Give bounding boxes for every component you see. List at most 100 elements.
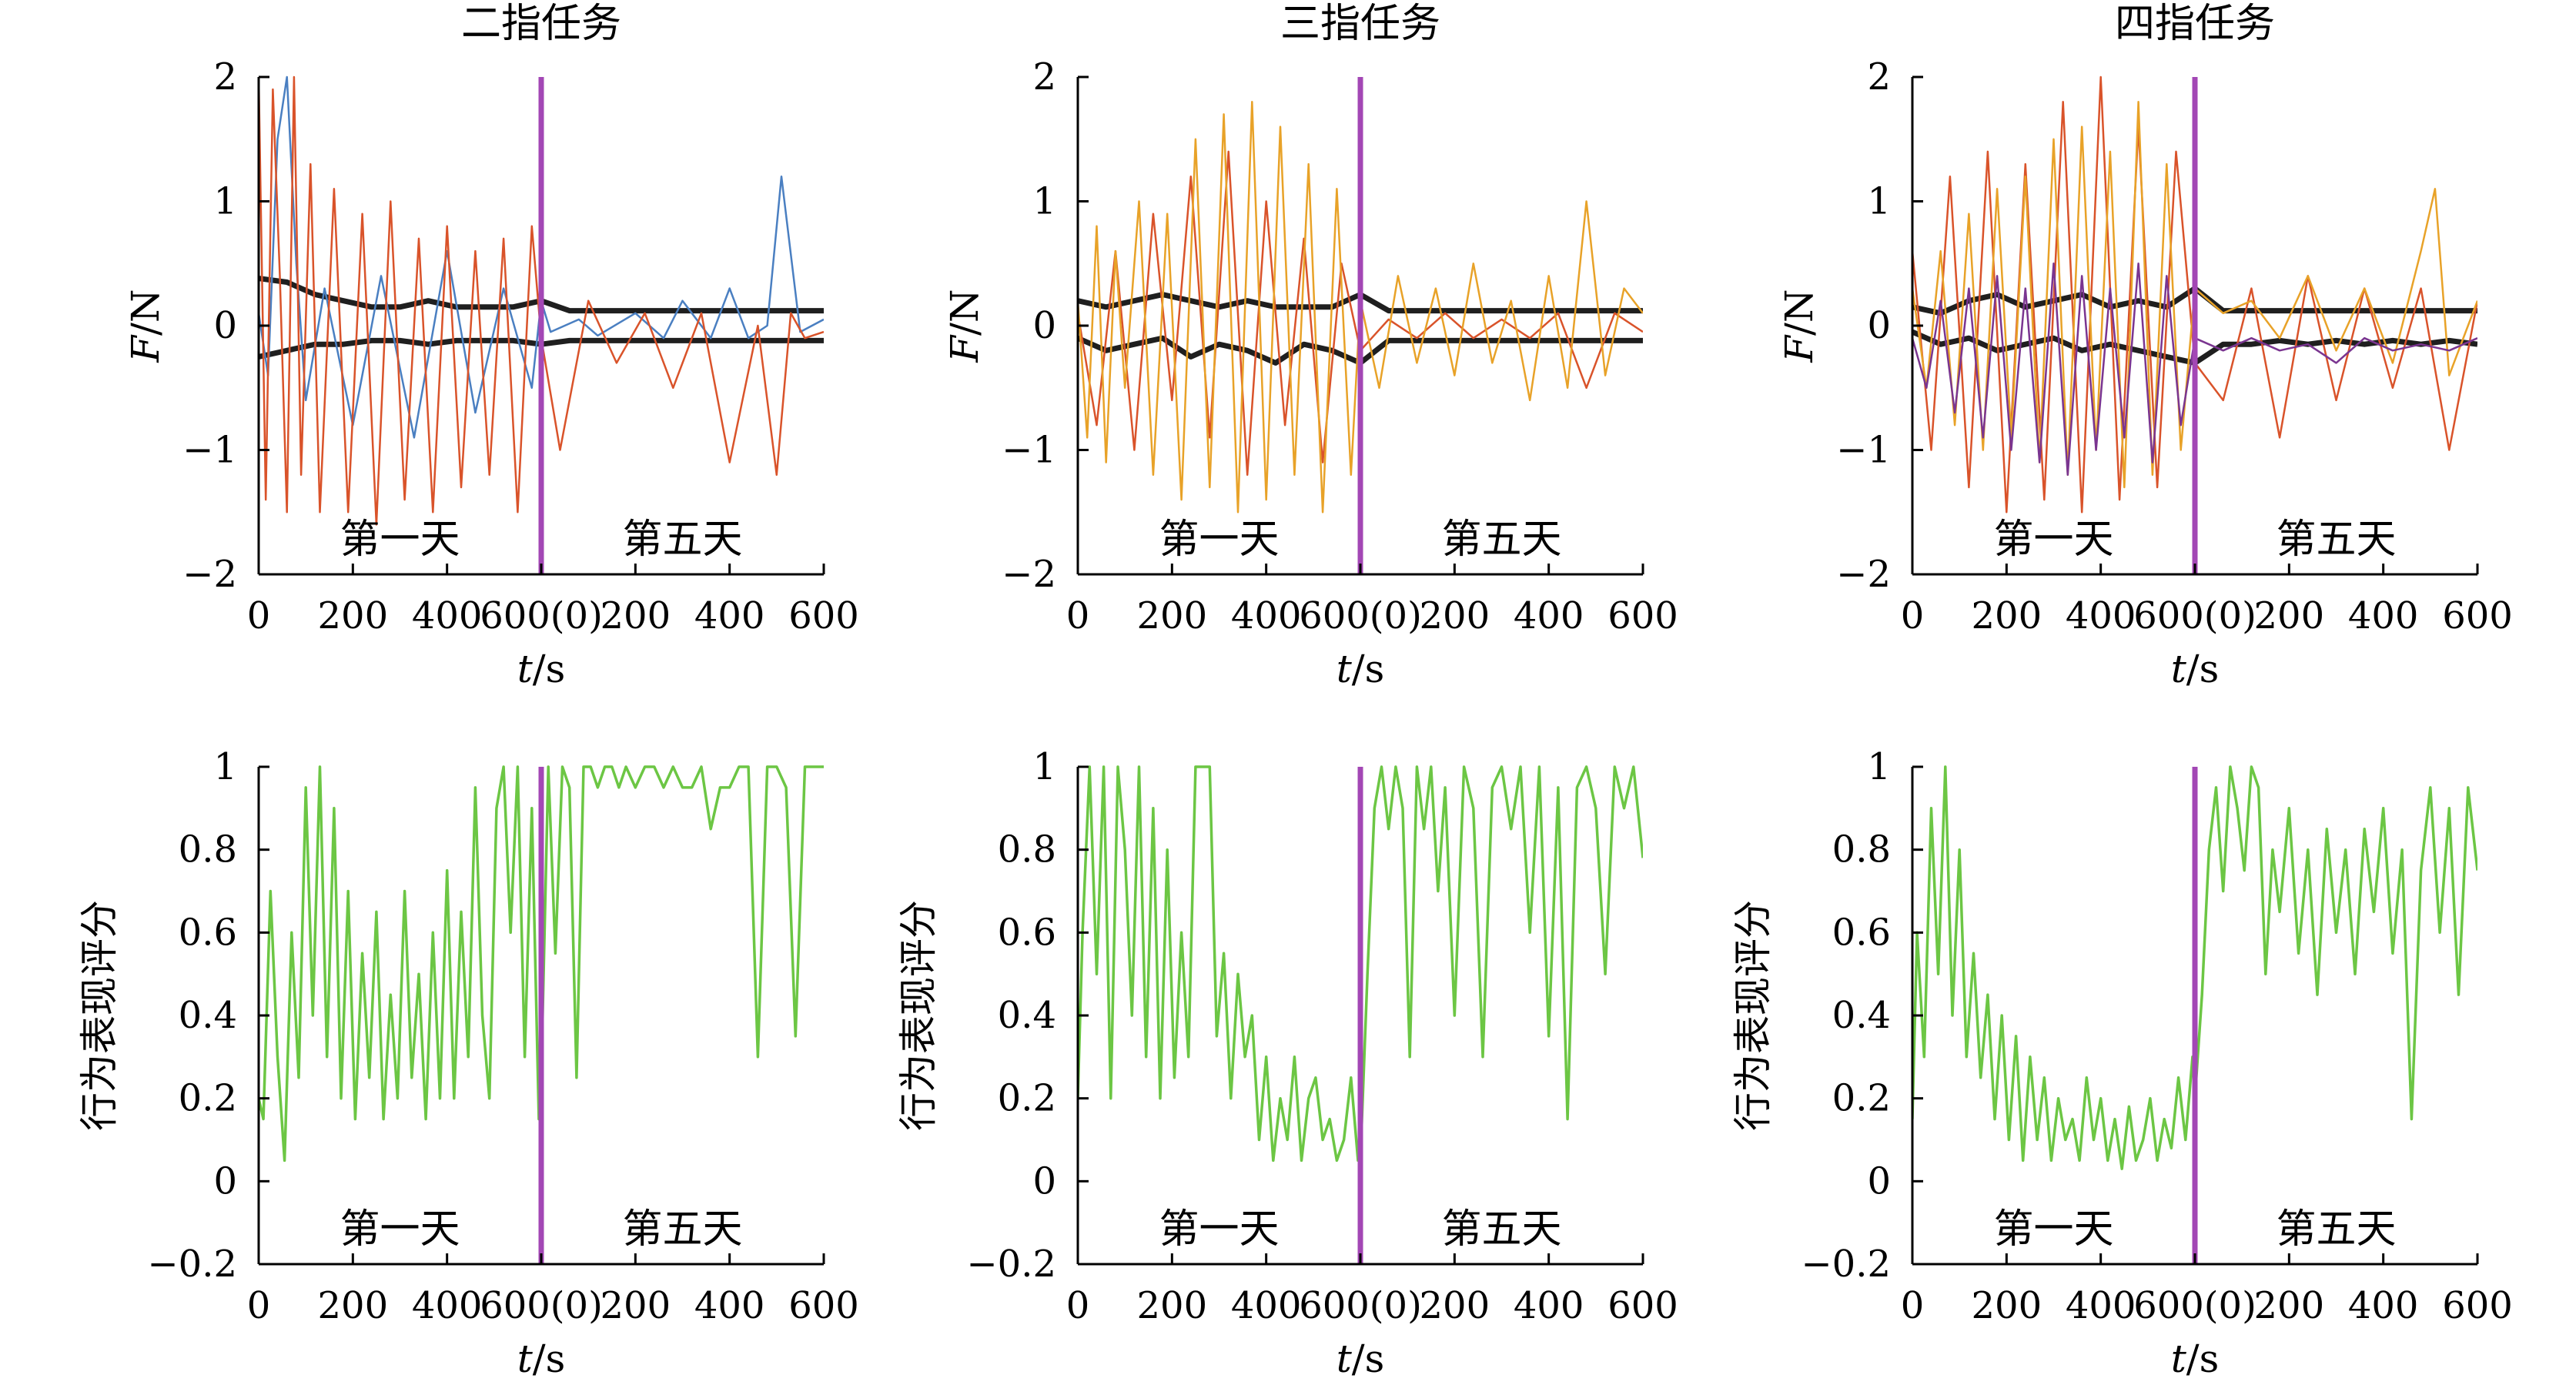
x-axis-title: t/s [517, 647, 566, 691]
traces [1078, 765, 1643, 1163]
x-tick-label: 600 [788, 1284, 859, 1327]
x-tick-label: 600 [1607, 1284, 1678, 1327]
x-axis-title: t/s [517, 1336, 566, 1381]
y-tick-label: 1 [1032, 180, 1056, 223]
series-line-5 [1912, 263, 2477, 477]
x-tick-label: 600(0) [480, 594, 603, 637]
y-tick-label: 1 [213, 745, 237, 788]
x-tick-label: 200 [1420, 594, 1490, 637]
y-tick-label: 0.2 [998, 1077, 1056, 1120]
y-tick-label: −0.2 [1801, 1243, 1891, 1286]
x-tick-label: 400 [412, 594, 483, 637]
annotation-day-1: 第一天 [340, 517, 460, 563]
y-tick-label: 2 [1032, 55, 1056, 99]
x-tick-label: 200 [318, 1284, 389, 1327]
x-tick-label: 400 [2066, 594, 2136, 637]
y-tick-label: 0.6 [998, 911, 1056, 954]
annotation-day-5: 第五天 [1441, 1206, 1561, 1253]
series-line-1 [1078, 765, 1643, 1163]
y-tick-label: 0.6 [179, 911, 237, 954]
x-tick-label: 0 [247, 1284, 271, 1327]
series-line-3 [1912, 75, 2477, 514]
x-tick-label: 0 [1066, 594, 1090, 637]
y-tick-label: −2 [1002, 553, 1056, 596]
annotation-day-1: 第一天 [1159, 1206, 1279, 1253]
annotation-day-5: 第五天 [2276, 517, 2396, 563]
x-tick-label: 0 [1901, 1284, 1925, 1327]
x-tick-label: 600(0) [2133, 1284, 2257, 1327]
x-axis-title: t/s [2171, 1336, 2220, 1381]
x-tick-label: 400 [1514, 594, 1584, 637]
y-tick-label: 1 [1867, 745, 1891, 788]
y-tick-label: 0.4 [1832, 994, 1891, 1037]
y-tick-label: −1 [1836, 429, 1891, 472]
annotation-day-1: 第一天 [340, 1206, 460, 1253]
y-tick-label: −0.2 [147, 1243, 237, 1286]
y-tick-label: 0 [213, 1159, 237, 1203]
traces [259, 765, 824, 1163]
series-line-1 [1912, 765, 2477, 1170]
annotation-day-5: 第五天 [2276, 1206, 2396, 1253]
series-line-4 [259, 75, 824, 526]
x-tick-label: 200 [2254, 1284, 2325, 1327]
x-tick-label: 200 [1137, 594, 1208, 637]
y-tick-label: 0 [1867, 304, 1891, 347]
traces [1912, 765, 2477, 1170]
y-tick-label: −2 [182, 553, 237, 596]
x-tick-label: 600(0) [1299, 1284, 1422, 1327]
x-tick-label: 600(0) [1299, 594, 1422, 637]
panel-title: 四指任务 [2115, 1, 2275, 47]
y-axis-title: F/N [942, 289, 987, 363]
y-tick-label: 0.8 [1832, 828, 1891, 871]
x-axis-title: t/s [2171, 647, 2220, 691]
annotation-day-1: 第一天 [1993, 517, 2113, 563]
y-axis-title: 行为表现评分 [896, 900, 941, 1131]
annotation-day-5: 第五天 [1441, 517, 1561, 563]
y-tick-label: −1 [1002, 429, 1056, 472]
x-tick-label: 400 [412, 1284, 483, 1327]
x-tick-label: 600(0) [480, 1284, 603, 1327]
y-tick-label: 0 [1032, 304, 1056, 347]
series-line-4 [1078, 101, 1643, 514]
y-tick-label: 0.8 [179, 828, 237, 871]
y-tick-label: 1 [1032, 745, 1056, 788]
x-tick-label: 600 [788, 594, 859, 637]
x-tick-label: 400 [2348, 594, 2419, 637]
x-tick-label: 400 [694, 1284, 765, 1327]
annotation-day-5: 第五天 [622, 1206, 742, 1253]
x-tick-label: 200 [1137, 1284, 1208, 1327]
x-tick-label: 200 [2254, 594, 2325, 637]
x-tick-label: 600 [2442, 594, 2513, 637]
x-tick-label: 200 [601, 594, 671, 637]
series-line-3 [259, 75, 824, 439]
y-tick-label: 0.8 [998, 828, 1056, 871]
x-tick-label: 0 [247, 594, 271, 637]
y-tick-label: −1 [182, 429, 237, 472]
annotation-day-1: 第一天 [1159, 517, 1279, 563]
x-tick-label: 600 [2442, 1284, 2513, 1327]
x-axis-title: t/s [1337, 1336, 1385, 1381]
x-tick-label: 400 [1231, 1284, 1302, 1327]
x-tick-label: 200 [1972, 1284, 2042, 1327]
series-line-3 [1078, 150, 1643, 477]
x-tick-label: 200 [318, 594, 389, 637]
x-tick-label: 400 [1231, 594, 1302, 637]
panel-title: 三指任务 [1280, 1, 1440, 47]
annotation-day-1: 第一天 [1993, 1206, 2113, 1253]
x-tick-label: 600(0) [2133, 594, 2257, 637]
y-tick-label: 0.2 [1832, 1077, 1891, 1120]
x-tick-label: 200 [601, 1284, 671, 1327]
y-axis-title: F/N [123, 289, 168, 363]
y-tick-label: 0.2 [179, 1077, 237, 1120]
x-tick-label: 400 [1514, 1284, 1584, 1327]
y-axis-title: 行为表现评分 [77, 900, 122, 1131]
x-tick-label: 400 [694, 594, 765, 637]
annotation-day-5: 第五天 [622, 517, 742, 563]
x-tick-label: 200 [1972, 594, 2042, 637]
x-tick-label: 400 [2066, 1284, 2136, 1327]
y-tick-label: −2 [1836, 553, 1891, 596]
